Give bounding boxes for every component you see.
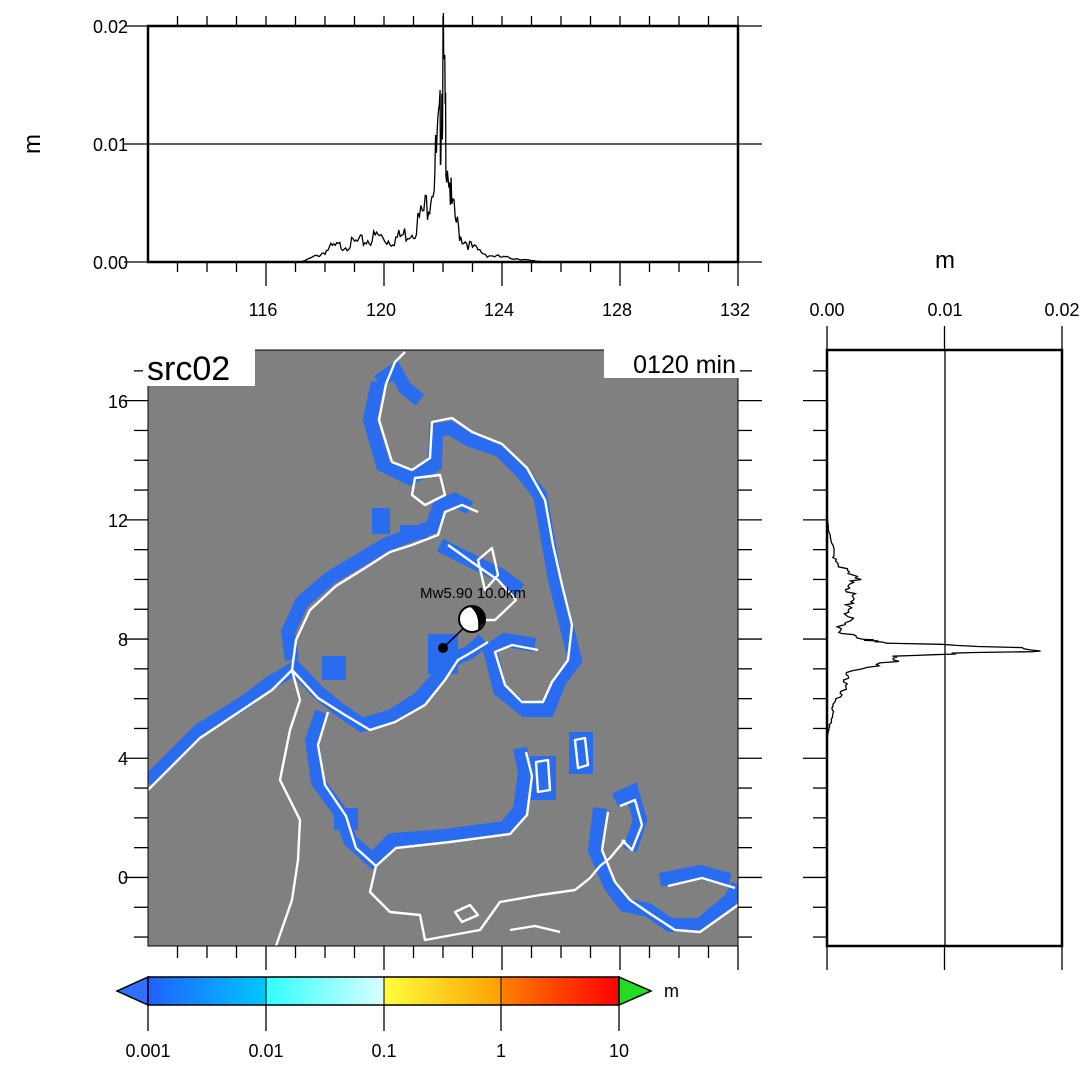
coastline	[368, 839, 626, 942]
coastline	[384, 351, 406, 385]
wave-patch	[530, 756, 556, 800]
top-profile-line	[301, 12, 550, 263]
lat-tick-label: 12	[108, 511, 128, 531]
wave-band	[362, 380, 583, 717]
top-xtick-label: 128	[602, 300, 632, 320]
coastline	[290, 503, 479, 671]
source-label-box	[143, 346, 255, 386]
coastline	[573, 736, 590, 770]
right-xtick-label: 0.01	[927, 300, 962, 320]
colorbar-tick-label: 0.1	[371, 1041, 396, 1061]
wave-height-layer	[148, 359, 738, 932]
focal-mechanism-icon	[458, 605, 486, 633]
wave-patch	[400, 525, 428, 539]
colorbar-unit: m	[664, 981, 679, 1001]
map-panel: 16 12 8 4 0 src02 0120 min Mw5.90 10.0km	[108, 346, 762, 970]
source-label: src02	[147, 350, 230, 388]
wave-band	[304, 709, 533, 870]
coastline	[667, 876, 736, 890]
top-xtick-label: 124	[484, 300, 514, 320]
coastline	[148, 640, 489, 791]
colorbar-tick-label: 0.01	[248, 1041, 283, 1061]
top-profile-panel: 0.02 0.01 0.00 m 116 120 124 128 132	[19, 12, 762, 320]
coastline	[619, 798, 644, 852]
colorbar-tick-label: 10	[609, 1041, 629, 1061]
epicenter-dot	[438, 643, 448, 653]
coastline	[509, 924, 561, 934]
top-ytick-label: 0.00	[93, 253, 128, 273]
top-ylabel: m	[19, 134, 46, 154]
right-panel-ticks	[803, 326, 1063, 970]
coastline	[476, 546, 500, 592]
coastline	[274, 669, 302, 946]
coastline	[453, 903, 480, 924]
top-xtick-label: 120	[366, 300, 396, 320]
lat-tick-label: 4	[118, 749, 128, 769]
lat-tick-label: 0	[118, 868, 128, 888]
time-label-box	[604, 346, 740, 378]
wave-band	[373, 359, 425, 406]
coastline	[316, 711, 534, 868]
beachball-quadrant	[469, 606, 486, 630]
wave-band	[587, 807, 738, 932]
lat-tick-label: 8	[118, 630, 128, 650]
top-xtick-label: 132	[720, 300, 750, 320]
colorbar-tick-label: 0.001	[125, 1041, 170, 1061]
wave-band	[436, 538, 525, 596]
colorbar: m 0.001 0.01 0.1 1 10	[115, 975, 679, 1061]
wave-patch	[322, 656, 346, 680]
right-xlabel: m	[935, 247, 955, 274]
event-label: Mw5.90 10.0km	[420, 585, 526, 602]
colorbar-tick-label: 1	[496, 1041, 506, 1061]
lat-tick-label: 16	[108, 392, 128, 412]
coastline-layer	[148, 351, 738, 946]
coastline	[377, 383, 574, 704]
coastline	[534, 758, 552, 794]
right-profile-panel: m 0.00 0.01 0.02	[803, 247, 1080, 970]
right-xtick-label: 0.02	[1044, 300, 1079, 320]
wave-band	[658, 864, 732, 887]
colorbar-over-triangle	[618, 975, 653, 1007]
right-xtick-label: 0.00	[809, 300, 844, 320]
coastline	[447, 544, 518, 622]
wave-band	[280, 492, 474, 661]
right-profile-line	[826, 513, 1041, 738]
wave-patch	[372, 508, 390, 534]
top-panel-ticks	[124, 16, 762, 286]
top-xtick-label: 116	[249, 300, 278, 320]
map-ticks	[124, 370, 762, 970]
coastline	[600, 811, 738, 934]
time-label: 0120 min	[633, 351, 736, 379]
top-ytick-label: 0.01	[93, 135, 128, 155]
colorbar-under-triangle	[115, 975, 149, 1007]
coastline	[410, 473, 447, 507]
top-ytick-label: 0.02	[93, 17, 128, 37]
